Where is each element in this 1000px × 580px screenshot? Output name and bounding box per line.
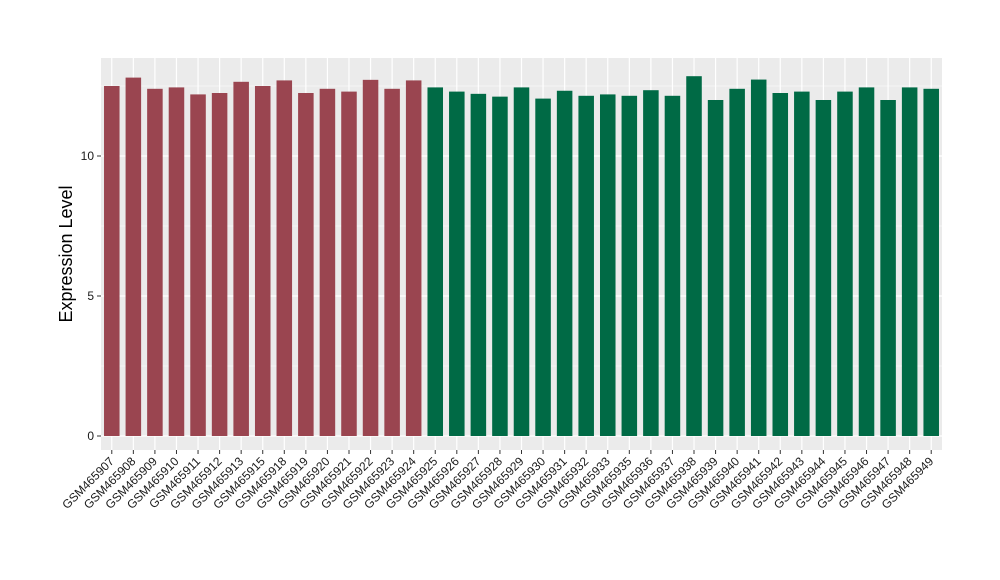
bar-GSM465945 xyxy=(837,91,853,436)
bar-GSM465944 xyxy=(815,100,832,436)
bar-GSM465943 xyxy=(794,91,810,436)
bar-GSM465937 xyxy=(664,95,681,437)
bar-GSM465935 xyxy=(621,95,638,437)
bar-GSM465940 xyxy=(729,88,745,437)
bar-GSM465923 xyxy=(384,88,400,437)
y-axis-title: Expression Level xyxy=(56,185,76,322)
bar-GSM465919 xyxy=(298,93,314,436)
bar-GSM465912 xyxy=(211,93,228,436)
bar-GSM465930 xyxy=(535,98,551,436)
bar-GSM465941 xyxy=(750,79,767,436)
bar-GSM465915 xyxy=(254,86,271,436)
bar-GSM465910 xyxy=(168,87,185,437)
bar-GSM465931 xyxy=(556,90,573,436)
bar-GSM465928 xyxy=(492,96,508,436)
bar-GSM465947 xyxy=(880,100,896,436)
bar-GSM465927 xyxy=(470,93,487,436)
bar-GSM465938 xyxy=(686,76,702,436)
bar-GSM465908 xyxy=(125,77,142,436)
y-axis: 0 5 10 xyxy=(81,149,101,443)
bar-GSM465925 xyxy=(427,87,444,437)
bar-GSM465948 xyxy=(901,87,918,437)
bar-GSM465922 xyxy=(362,79,379,436)
bar-GSM465909 xyxy=(147,88,163,437)
bar-GSM465921 xyxy=(341,91,357,436)
bar-GSM465929 xyxy=(513,87,530,437)
y-tick-label: 10 xyxy=(81,149,95,163)
bar-GSM465913 xyxy=(233,81,249,437)
bar-GSM465936 xyxy=(643,90,659,436)
bar-GSM465933 xyxy=(599,94,616,437)
y-tick-label: 0 xyxy=(87,429,94,443)
bar-GSM465907 xyxy=(104,86,120,436)
bar-GSM465918 xyxy=(276,80,293,437)
bar-GSM465949 xyxy=(923,88,939,437)
bar-GSM465932 xyxy=(578,95,594,437)
bar-GSM465939 xyxy=(707,100,724,436)
bar-GSM465926 xyxy=(449,91,465,436)
bar-GSM465911 xyxy=(190,94,206,437)
bars-layer xyxy=(104,76,939,437)
bar-GSM465924 xyxy=(405,80,422,437)
bar-GSM465920 xyxy=(319,88,336,437)
bar-GSM465942 xyxy=(772,93,789,436)
bar-GSM465946 xyxy=(858,87,875,437)
x-axis: GSM465907GSM465908GSM465909GSM465910GSM4… xyxy=(59,450,937,512)
y-tick-label: 5 xyxy=(87,289,94,303)
